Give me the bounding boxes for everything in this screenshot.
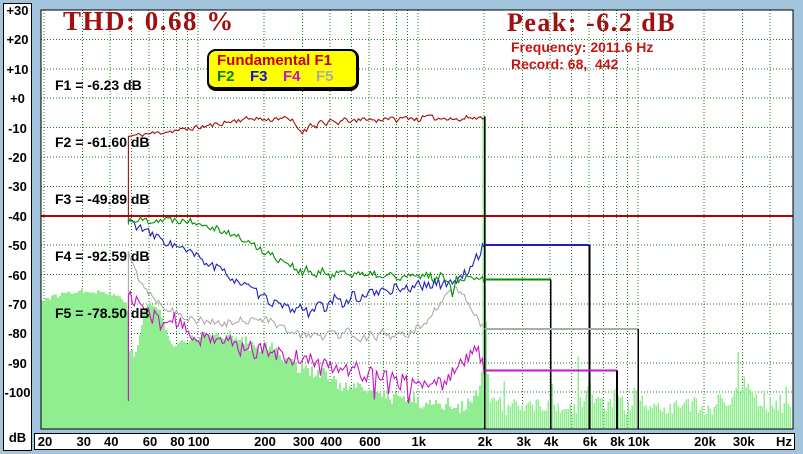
x-axis-tick-label: 200	[254, 434, 276, 449]
cursor-record-readout: Record: 68, 442	[511, 56, 619, 72]
x-axis-tick-label: 60	[142, 434, 158, 449]
x-axis-tick-label: 10k	[627, 434, 650, 449]
harmonic-level-line: F3 = -49.89 dB	[55, 191, 150, 207]
x-axis-unit-label: Hz	[776, 434, 792, 449]
harmonic-level-line: F5 = -78.50 dB	[55, 305, 150, 321]
legend: Fundamental F1 F2 F3 F4 F5	[207, 49, 359, 91]
y-axis-label: +10	[6, 61, 29, 77]
y-axis-label: -100	[4, 385, 31, 401]
y-axis-label: -70	[8, 297, 27, 312]
thd-readout: THD: 0.68 %	[63, 6, 235, 36]
harmonic-levels-readout: F1 = -6.23 dB F2 = -61.60 dB F3 = -49.89…	[55, 38, 150, 361]
x-axis-tick-label: 600	[359, 434, 381, 449]
x-axis-tick-label: 3k	[516, 434, 531, 449]
x-axis-tick-label: 400	[320, 434, 343, 449]
legend-title: Fundamental F1	[217, 52, 333, 69]
harmonic-level-line: F2 = -61.60 dB	[55, 134, 150, 150]
y-axis-label: -20	[8, 150, 27, 165]
y-axis-label: -80	[8, 326, 27, 342]
y-axis-label: +30	[6, 3, 29, 18]
y-axis-label: -90	[8, 355, 27, 371]
y-axis-label: -50	[8, 238, 27, 254]
y-axis-panel: +30 +20 +10 +0 -10 -20 -30 -40 -50 -60 -70 -80 -90 -1…	[3, 3, 32, 451]
y-axis-label: -60	[8, 267, 27, 283]
harmonic-level-line: F4 = -92.59 dB	[55, 248, 150, 264]
y-axis-label: -40	[8, 208, 27, 224]
legend-item-f3: F3	[250, 68, 268, 85]
x-axis-tick-label: 6k	[582, 434, 598, 449]
legend-item-f5: F5	[316, 68, 334, 85]
y-axis-label: -10	[8, 120, 27, 136]
legend-item-f4: F4	[283, 68, 301, 85]
y-axis-label: +0	[10, 91, 25, 107]
x-axis-tick-label: 20	[37, 434, 53, 449]
x-axis-tick-label: 300	[292, 434, 315, 449]
x-axis-tick-label: 80	[170, 434, 185, 449]
x-axis-panel: 20 30 40 60 80 100 200 300 400 600 1k 2k 3k 4k 6k 8k 10k…	[34, 433, 795, 450]
x-axis-tick-label: 20k	[694, 434, 716, 449]
y-axis-label: +20	[6, 32, 29, 48]
x-axis-tick-label: 40	[103, 434, 119, 449]
y-axis-unit-label: dB	[8, 430, 27, 445]
harmonic-level-line: F1 = -6.23 dB	[55, 77, 142, 93]
y-axis-label: -30	[8, 179, 27, 195]
x-axis-tick-label: 2k	[477, 434, 493, 449]
peak-readout: Peak: -6.2 dB	[507, 8, 676, 37]
x-axis-tick-label: 30	[76, 434, 91, 449]
cursor-frequency-readout: Frequency: 2011.6 Hz	[511, 39, 654, 55]
x-axis-tick-label: 4k	[543, 434, 559, 449]
x-axis-tick-label: 8k	[610, 434, 625, 449]
legend-items: F2 F3 F4 F5	[217, 69, 356, 85]
legend-item-f2: F2	[217, 68, 235, 85]
x-axis-tick-label: 30k	[732, 434, 755, 449]
x-axis-tick-label: 100	[187, 434, 210, 449]
x-axis-tick-label: 1k	[411, 434, 426, 449]
